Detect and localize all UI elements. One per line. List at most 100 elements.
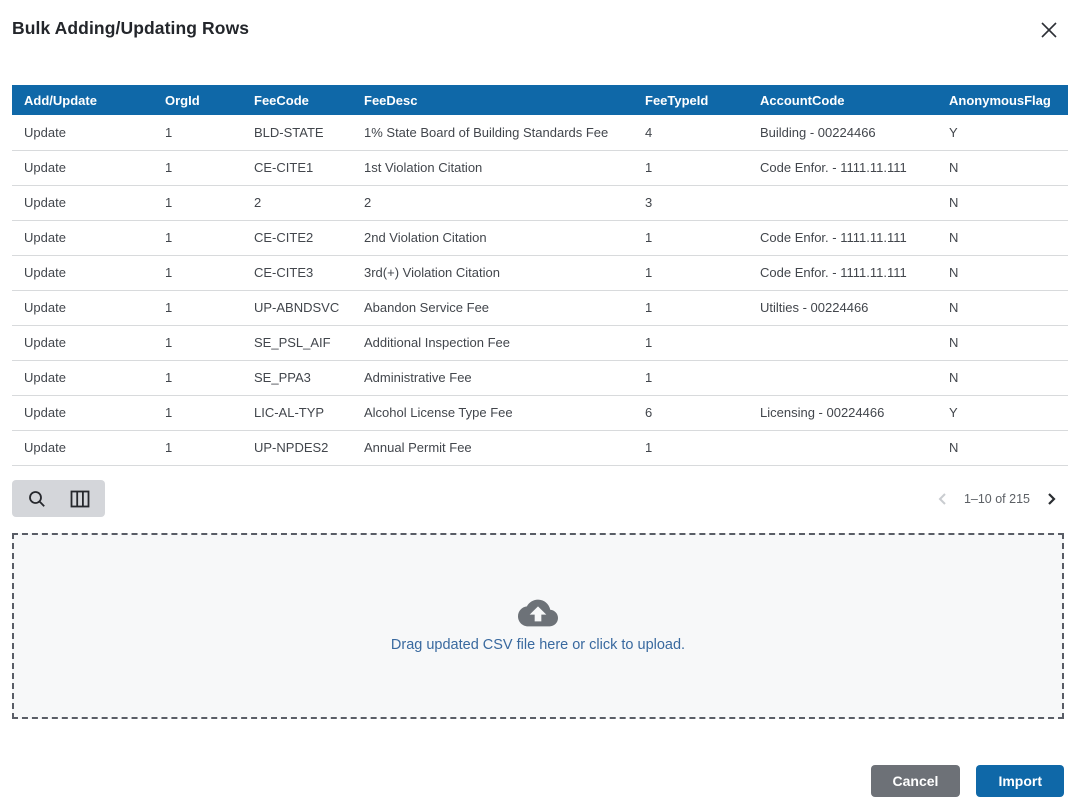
next-page-button[interactable] — [1044, 492, 1058, 506]
fee-table-header: Add/Update OrgId FeeCode FeeDesc FeeTypeId Ac… — [12, 85, 1068, 115]
table-cell: 1 — [153, 395, 242, 431]
table-row: Update 1 UP-NPDES2 Annual Permit Fee 1 N — [12, 430, 1068, 466]
table-cell: 1 — [153, 430, 242, 466]
fee-table-body: Update 1 BLD-STATE 1% State Board of Buildi… — [12, 115, 1068, 466]
table-cell: Y — [937, 395, 1068, 431]
table-cell: N — [937, 220, 1068, 256]
table-cell: 2nd Violation Citation — [352, 220, 633, 256]
table-cell: 1% State Board of Building Standards Fee — [352, 115, 633, 151]
table-cell: 4 — [633, 115, 748, 151]
column-header-anonymousflag: AnonymousFlag — [937, 85, 1068, 115]
table-cell: Update — [12, 115, 153, 151]
table-row: Update 1 CE-CITE1 1st Violation Citation 1 Co… — [12, 150, 1068, 186]
table-cell: N — [937, 255, 1068, 291]
table-cell: Code Enfor. - 1111.11.111 — [748, 220, 937, 256]
table-cell — [748, 430, 937, 466]
table-row: Update 1 2 2 3 N — [12, 185, 1068, 221]
table-row: Update 1 CE-CITE3 3rd(+) Violation Citation… — [12, 255, 1068, 291]
table-cell: 1 — [153, 360, 242, 396]
table-cell: Update — [12, 395, 153, 431]
table-cell: 1 — [153, 150, 242, 186]
table-cell: Y — [937, 115, 1068, 151]
pagination: 1–10 of 215 — [936, 492, 1068, 506]
table-cell: 1 — [633, 220, 748, 256]
column-header-feedesc: FeeDesc — [352, 85, 633, 115]
table-row: Update 1 LIC-AL-TYP Alcohol License Type Fe… — [12, 395, 1068, 431]
table-cell: CE-CITE1 — [242, 150, 352, 186]
fee-table-container: Add/Update OrgId FeeCode FeeDesc FeeTypeId Ac… — [12, 85, 1068, 466]
table-cell: Update — [12, 185, 153, 221]
table-cell: N — [937, 430, 1068, 466]
column-header-accountcode: AccountCode — [748, 85, 937, 115]
table-row: Update 1 CE-CITE2 2nd Violation Citation 1 Co… — [12, 220, 1068, 256]
column-header-orgid: OrgId — [153, 85, 242, 115]
table-cell: 1 — [633, 360, 748, 396]
table-cell: Code Enfor. - 1111.11.111 — [748, 255, 937, 291]
table-cell: 1 — [633, 150, 748, 186]
cloud-upload-icon — [518, 599, 558, 627]
table-cell: N — [937, 360, 1068, 396]
table-cell: 6 — [633, 395, 748, 431]
chevron-right-icon — [1044, 492, 1058, 506]
csv-upload-dropzone[interactable]: Drag updated CSV file here or click to u… — [12, 533, 1064, 719]
cancel-button[interactable]: Cancel — [870, 765, 961, 797]
table-cell: 1 — [153, 115, 242, 151]
table-cell: 1 — [633, 325, 748, 361]
columns-icon — [70, 490, 90, 508]
table-cell: Licensing - 00224466 — [748, 395, 937, 431]
table-cell: Update — [12, 430, 153, 466]
table-cell: 3 — [633, 185, 748, 221]
table-cell: Update — [12, 290, 153, 326]
table-cell: Building - 00224466 — [748, 115, 937, 151]
table-cell — [748, 360, 937, 396]
table-cell: 2 — [242, 185, 352, 221]
table-cell: Code Enfor. - 1111.11.111 — [748, 150, 937, 186]
close-icon — [1040, 21, 1058, 39]
search-icon — [27, 489, 47, 509]
table-cell: Update — [12, 360, 153, 396]
table-cell: 1 — [153, 290, 242, 326]
table-cell: Utilties - 00224466 — [748, 290, 937, 326]
table-cell: UP-NPDES2 — [242, 430, 352, 466]
table-cell: 1 — [153, 255, 242, 291]
column-header-feetypeid: FeeTypeId — [633, 85, 748, 115]
table-cell: Abandon Service Fee — [352, 290, 633, 326]
dialog-footer: Cancel Import — [870, 765, 1064, 797]
table-cell: Alcohol License Type Fee — [352, 395, 633, 431]
column-header-add-update: Add/Update — [12, 85, 153, 115]
table-cell: Annual Permit Fee — [352, 430, 633, 466]
table-cell: 1st Violation Citation — [352, 150, 633, 186]
previous-page-button — [936, 492, 950, 506]
table-cell: 1 — [153, 185, 242, 221]
close-button[interactable] — [1033, 14, 1065, 46]
table-cell: SE_PPA3 — [242, 360, 352, 396]
table-cell: 1 — [153, 325, 242, 361]
table-cell: SE_PSL_AIF — [242, 325, 352, 361]
table-cell: CE-CITE3 — [242, 255, 352, 291]
fee-table: Add/Update OrgId FeeCode FeeDesc FeeTypeId Ac… — [12, 85, 1068, 466]
table-cell: CE-CITE2 — [242, 220, 352, 256]
import-button[interactable]: Import — [976, 765, 1064, 797]
table-cell: N — [937, 325, 1068, 361]
table-cell: Update — [12, 325, 153, 361]
table-cell: Update — [12, 220, 153, 256]
table-cell: UP-ABNDSVC — [242, 290, 352, 326]
table-cell: Update — [12, 150, 153, 186]
table-cell — [748, 325, 937, 361]
table-row: Update 1 SE_PPA3 Administrative Fee 1 N — [12, 360, 1068, 396]
table-cell: 3rd(+) Violation Citation — [352, 255, 633, 291]
table-cell: Additional Inspection Fee — [352, 325, 633, 361]
grid-tool-group — [12, 480, 105, 517]
table-cell: 1 — [633, 290, 748, 326]
table-cell: N — [937, 150, 1068, 186]
table-cell: N — [937, 290, 1068, 326]
table-cell — [748, 185, 937, 221]
table-row: Update 1 SE_PSL_AIF Additional Inspection F… — [12, 325, 1068, 361]
column-chooser-button[interactable] — [63, 482, 97, 516]
table-cell: 1 — [633, 255, 748, 291]
table-cell: Update — [12, 255, 153, 291]
search-button[interactable] — [20, 482, 54, 516]
table-cell: 2 — [352, 185, 633, 221]
table-cell: BLD-STATE — [242, 115, 352, 151]
